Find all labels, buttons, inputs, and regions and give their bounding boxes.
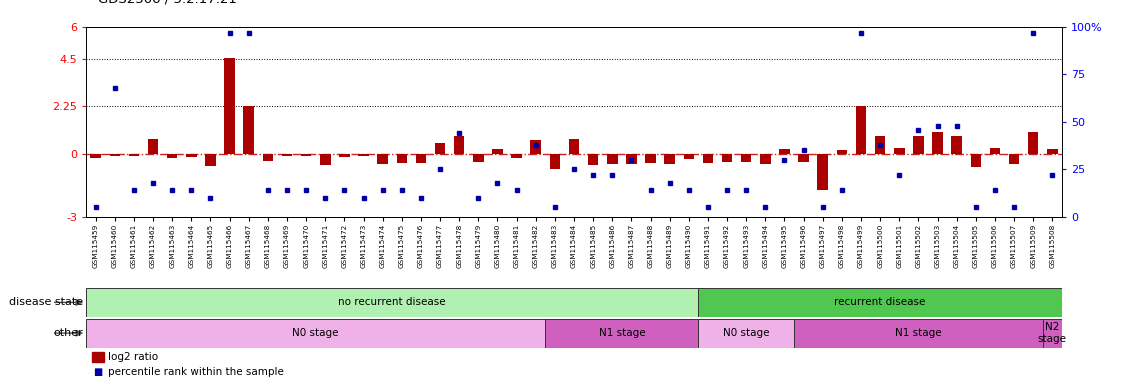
Text: log2 ratio: log2 ratio xyxy=(108,352,158,362)
Bar xyxy=(263,154,273,161)
Bar xyxy=(396,154,408,163)
Bar xyxy=(698,288,1062,317)
Bar xyxy=(416,154,426,163)
Bar xyxy=(530,140,541,154)
Text: GDS2506 / 5.2.17.21: GDS2506 / 5.2.17.21 xyxy=(98,0,236,6)
Bar xyxy=(435,143,445,154)
Text: N0 stage: N0 stage xyxy=(723,328,769,338)
Bar xyxy=(243,106,254,154)
Bar xyxy=(894,148,905,154)
Text: recurrent disease: recurrent disease xyxy=(835,297,925,308)
Bar xyxy=(990,148,1000,154)
Bar xyxy=(205,154,216,166)
Text: other: other xyxy=(53,328,83,338)
Bar xyxy=(607,154,618,164)
Bar xyxy=(550,154,560,169)
Bar xyxy=(588,154,598,165)
Bar xyxy=(568,139,580,154)
Bar xyxy=(511,154,522,158)
Bar xyxy=(378,154,388,164)
Text: ■: ■ xyxy=(93,367,102,377)
Bar xyxy=(1027,132,1039,154)
Bar xyxy=(86,288,698,317)
Bar xyxy=(952,136,962,154)
Text: no recurrent disease: no recurrent disease xyxy=(339,297,447,308)
Bar xyxy=(626,154,637,164)
Bar xyxy=(1009,154,1019,164)
Bar xyxy=(109,154,121,156)
Bar xyxy=(224,58,235,154)
Bar xyxy=(86,319,545,348)
Bar xyxy=(837,151,847,154)
Bar xyxy=(913,136,924,154)
Bar xyxy=(129,154,139,156)
Bar xyxy=(740,154,752,162)
Bar xyxy=(698,319,794,348)
Bar xyxy=(166,154,178,158)
Bar xyxy=(453,136,465,154)
Bar xyxy=(817,154,828,190)
Text: N2
stage: N2 stage xyxy=(1038,322,1066,344)
Bar xyxy=(473,154,483,162)
Text: N0 stage: N0 stage xyxy=(293,328,339,338)
Bar xyxy=(683,154,695,159)
Bar xyxy=(281,154,293,156)
Bar xyxy=(722,154,732,162)
Bar xyxy=(148,139,158,154)
Bar xyxy=(703,154,713,163)
Text: percentile rank within the sample: percentile rank within the sample xyxy=(108,367,284,377)
Bar xyxy=(320,154,331,165)
Bar xyxy=(794,319,1042,348)
Bar xyxy=(1047,149,1057,154)
Bar xyxy=(760,154,770,164)
Text: N1 stage: N1 stage xyxy=(895,328,941,338)
Bar xyxy=(91,154,101,158)
Bar xyxy=(855,106,867,154)
Bar xyxy=(779,149,790,154)
Bar xyxy=(645,154,656,163)
Bar xyxy=(186,154,196,157)
Bar xyxy=(339,154,350,157)
Bar xyxy=(545,319,698,348)
Bar xyxy=(358,154,369,156)
Text: disease state: disease state xyxy=(8,297,83,308)
Bar xyxy=(665,154,675,164)
Text: N1 stage: N1 stage xyxy=(598,328,645,338)
Bar xyxy=(301,154,311,156)
Bar xyxy=(970,154,982,167)
Bar xyxy=(798,154,809,162)
Bar xyxy=(1042,319,1062,348)
Bar xyxy=(932,132,943,154)
Bar xyxy=(875,136,885,154)
Bar xyxy=(492,149,503,154)
